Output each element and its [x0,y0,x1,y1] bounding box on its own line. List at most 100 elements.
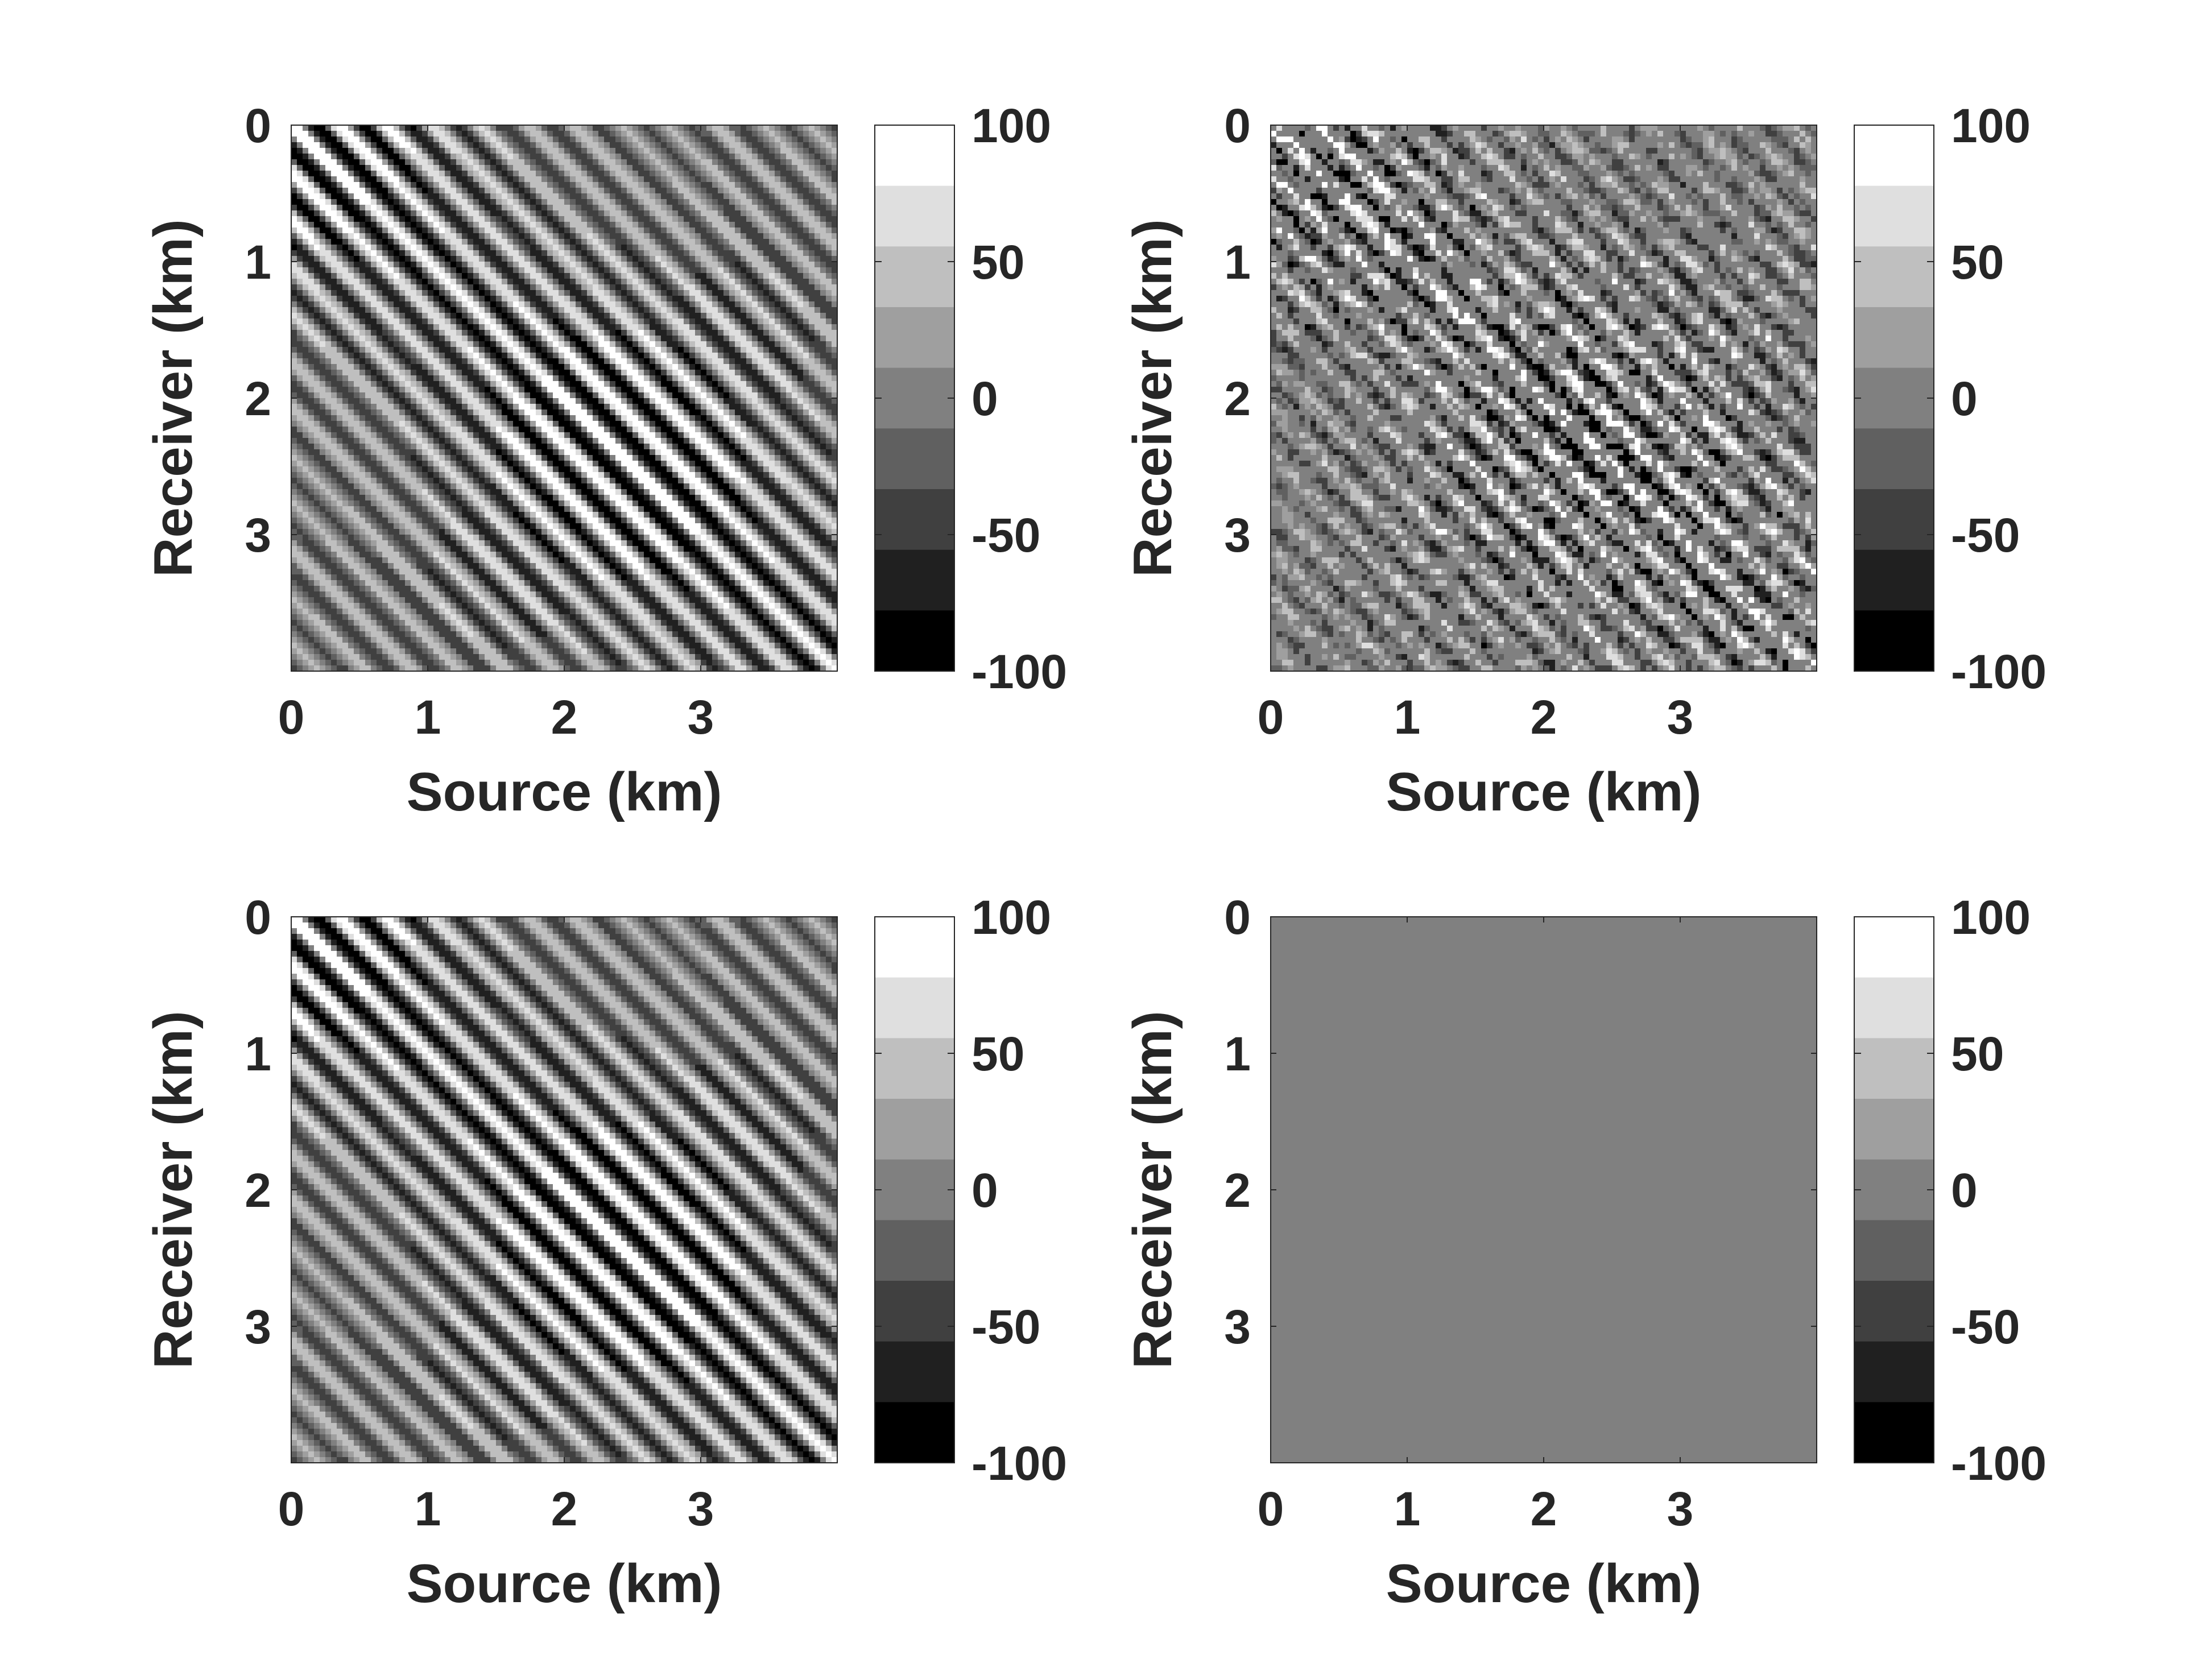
heatmap-cell [559,398,565,404]
heatmap-cell [377,472,383,478]
heatmap-cell [445,375,451,382]
heatmap-cell [496,142,502,148]
heatmap-cell [456,660,462,666]
heatmap-cell [462,279,468,285]
heatmap-cell [564,171,570,177]
heatmap-cell [439,256,445,262]
heatmap-cell [519,546,525,552]
heatmap-cell [382,165,388,171]
heatmap-cell [297,489,303,495]
heatmap-cell [530,205,536,211]
heatmap-cell [320,239,326,245]
heatmap-cell [405,586,411,592]
heatmap-cell [564,461,570,467]
heatmap-cell [428,347,434,353]
heatmap-cell [473,466,479,473]
heatmap-cell [570,245,576,251]
heatmap-cell [331,136,337,143]
heatmap-cell [456,301,462,308]
heatmap-cell [547,188,553,194]
heatmap-cell [325,199,332,205]
heatmap-cell [354,444,360,450]
heatmap-cell [337,375,343,382]
heatmap-cell [559,444,565,450]
heatmap-cell [456,387,462,393]
heatmap-cell [291,512,297,518]
heatmap-cell [416,307,423,313]
heatmap-cell [485,432,491,438]
heatmap-cell [581,193,588,200]
heatmap-cell [536,404,542,410]
heatmap-cell [553,227,559,234]
heatmap-cell [490,489,497,495]
heatmap-cell [365,227,371,234]
heatmap-cell [445,216,451,222]
heatmap-cell [536,472,542,478]
heatmap-cell [473,222,479,228]
heatmap-cell [479,154,485,160]
heatmap-cell [553,250,559,256]
heatmap-cell [536,347,542,353]
heatmap-cell [365,569,371,575]
heatmap-cell [348,483,354,490]
heatmap-cell [354,586,360,592]
heatmap-cell [308,455,315,461]
heatmap-cell [365,409,371,416]
heatmap-cell [377,427,383,433]
heatmap-cell [479,125,485,131]
heatmap-cell [541,307,548,313]
heatmap-cell [570,586,576,592]
heatmap-cell [337,552,343,558]
heatmap-cell [519,318,525,325]
heatmap-cell [388,626,394,632]
heatmap-cell [405,483,411,490]
heatmap-cell [399,512,406,518]
heatmap-cell [314,341,320,347]
heatmap-cell [433,631,440,638]
heatmap-cell [371,370,377,376]
heatmap-cell [450,586,457,592]
heatmap-cell [365,273,371,279]
heatmap-cell [371,557,377,564]
heatmap-cell [377,290,383,296]
heatmap-cell [399,432,406,438]
heatmap-cell [303,506,309,512]
heatmap-cell [337,284,343,291]
heatmap-cell [382,660,388,666]
heatmap-cell [559,438,565,444]
heatmap-cell [490,523,497,529]
heatmap-cell [502,626,508,632]
heatmap-cell [303,267,309,274]
heatmap-cell [473,358,479,365]
heatmap-cell [320,182,326,188]
heatmap-cell [462,569,468,575]
heatmap-cell [348,563,354,569]
heatmap-cell [490,313,497,319]
heatmap-cell [479,660,485,666]
heatmap-cell [331,125,337,131]
heatmap-cell [371,637,377,643]
heatmap-cell [473,557,479,564]
heatmap-cell [337,643,343,649]
heatmap-cell [473,637,479,643]
heatmap-cell [536,284,542,291]
heatmap-cell [502,182,508,188]
heatmap-cell [348,216,354,222]
heatmap-cell [297,654,303,660]
heatmap-cell [337,159,343,166]
heatmap-cell [559,432,565,438]
heatmap-cell [576,609,582,615]
heatmap-cell [507,512,514,518]
heatmap-cell [485,210,491,217]
heatmap-cell [308,483,315,490]
heatmap-cell [308,654,315,660]
heatmap-cell [490,404,497,410]
heatmap-cell [314,279,320,285]
heatmap-cell [394,239,400,245]
heatmap-cell [513,159,519,166]
heatmap-cell [320,148,326,154]
heatmap-cell [422,171,428,177]
heatmap-cell [320,324,326,330]
heatmap-cell [450,580,457,586]
heatmap-cell [553,279,559,285]
